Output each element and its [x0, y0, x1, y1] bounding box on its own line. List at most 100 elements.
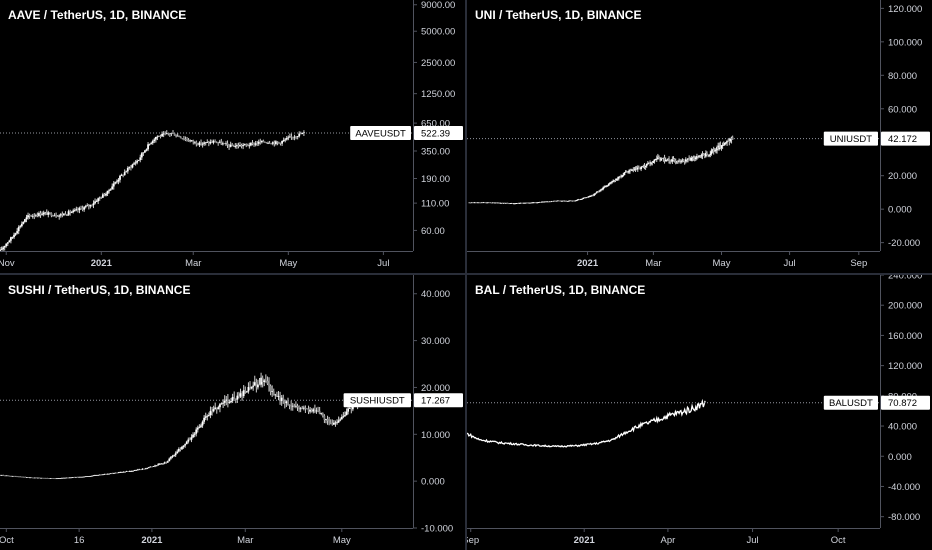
candle-body: [543, 201, 545, 203]
chart-panel-sushi[interactable]: SUSHI / TetherUS, 1D, BINANCE 40.000 30.0…: [0, 275, 465, 550]
chart-svg[interactable]: 40.000 30.000 20.000 10.000 0.000 -10.000 Oct 1…: [0, 275, 465, 550]
candle-body: [261, 377, 264, 383]
candle-body: [654, 159, 657, 160]
candle-body: [172, 133, 174, 134]
candle-body: [64, 213, 67, 216]
candle-body: [707, 154, 710, 156]
candle-body: [572, 200, 574, 202]
candle-body: [606, 185, 609, 187]
chart-panel-uni[interactable]: UNI / TetherUS, 1D, BINANCE 120.000 100.0…: [467, 0, 932, 273]
candle-body: [153, 139, 156, 142]
x-tick-label: 2021: [574, 535, 596, 546]
candle-body: [163, 462, 166, 464]
candle-body: [682, 159, 685, 161]
candle-body: [637, 167, 640, 169]
candle-body: [726, 140, 728, 143]
candle-body: [49, 478, 52, 479]
candle-body: [511, 203, 514, 204]
candle-body: [41, 477, 44, 479]
y-tick-label: 5000.00: [421, 27, 455, 38]
candle-body: [166, 461, 169, 463]
candle-body: [198, 426, 201, 428]
candle-body: [489, 202, 492, 204]
candle-body: [529, 202, 532, 204]
candle-body: [168, 133, 171, 135]
candle-body: [148, 143, 151, 145]
y-tick-label: 350.00: [421, 146, 450, 157]
symbol-tag: UNIUSDT: [830, 134, 872, 145]
candle-body: [253, 382, 256, 386]
chart-svg[interactable]: 120.000100.00080.00060.00040.00020.0000.…: [467, 0, 932, 273]
candle-body: [97, 474, 100, 476]
candle-body: [645, 164, 648, 166]
candle-body: [101, 474, 104, 476]
candle-body: [299, 408, 302, 410]
candle-body: [636, 167, 639, 170]
candle-body: [211, 141, 213, 143]
candle-body: [537, 202, 540, 203]
candle-body: [276, 141, 279, 143]
candle-body: [66, 214, 68, 216]
last-value-tag-bg: [881, 131, 930, 146]
candle-body: [694, 157, 697, 159]
candle-body: [94, 201, 96, 204]
candle-body: [171, 456, 174, 458]
candle-body: [109, 189, 112, 191]
last-value-tag: 17.267: [421, 396, 450, 407]
candle-body: [204, 416, 207, 418]
chart-panel-aave[interactable]: AAVE / TetherUS, 1D, BINANCE 9000.00 5000…: [0, 0, 465, 273]
candle-body: [492, 202, 495, 204]
candle-body: [500, 202, 503, 204]
candle-body: [658, 157, 660, 159]
candle-body: [82, 476, 85, 478]
candle-body: [630, 170, 632, 172]
chart-svg[interactable]: 9000.00 5000.00 2500.00 1250.00 650.00 350.00…: [0, 0, 465, 273]
candle-body: [564, 200, 567, 202]
candle-body: [158, 135, 160, 137]
candle-body: [139, 157, 142, 160]
candle-body: [58, 215, 61, 217]
candle-body: [235, 145, 238, 147]
candle-body: [193, 141, 196, 143]
candle-body: [187, 140, 190, 142]
candle-body: [79, 476, 82, 478]
pane-divider-vertical[interactable]: [465, 0, 467, 550]
chart-svg[interactable]: 240.000200.000160.000120.00080.00040.000…: [467, 275, 932, 550]
candle-body: [287, 401, 289, 405]
candle-body: [700, 155, 703, 157]
candle-body: [41, 214, 43, 216]
candle-body: [94, 475, 96, 476]
candle-body: [215, 142, 218, 144]
candle-body: [644, 165, 647, 168]
candle-body: [162, 133, 165, 135]
candle-body: [472, 202, 475, 204]
pane-divider-horizontal[interactable]: [0, 273, 932, 275]
candle-body: [22, 221, 25, 224]
y-tick-label: 0.000: [888, 452, 912, 463]
candle-body: [526, 202, 529, 204]
candle-body: [550, 201, 553, 202]
candle-body: [62, 477, 65, 479]
candle-body: [475, 202, 477, 204]
candle-body: [109, 473, 112, 475]
candle-body: [625, 171, 628, 173]
candle-body: [290, 136, 293, 138]
candle-body: [98, 197, 101, 199]
x-tick-label: 16: [74, 535, 85, 546]
candle-body: [263, 380, 266, 383]
last-value-tag-bg: [414, 125, 463, 140]
chart-panel-bal[interactable]: BAL / TetherUS, 1D, BINANCE 240.000 200.0…: [467, 275, 932, 550]
candle-body: [501, 202, 504, 204]
candle-body: [98, 474, 101, 476]
candle-body: [29, 477, 31, 479]
candle-body: [184, 444, 187, 446]
candle-body: [719, 145, 722, 148]
candle-body: [169, 457, 172, 459]
candle-body: [582, 198, 584, 200]
candle-body: [43, 477, 46, 479]
candle-body: [729, 138, 732, 141]
candle-body: [212, 141, 215, 143]
candle-body: [623, 172, 626, 176]
candle-body: [144, 150, 146, 153]
candle-body: [632, 169, 635, 171]
